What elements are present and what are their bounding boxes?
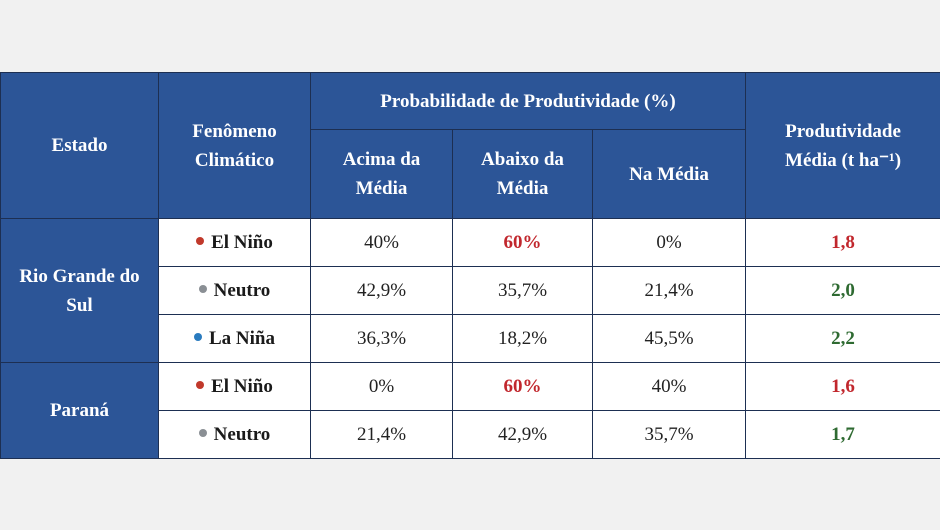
productivity-table: Estado Fenômeno Climático Probabilidade … — [0, 72, 940, 459]
acima-cell: 42,9% — [310, 266, 453, 315]
na-media-cell: 0% — [591, 218, 747, 267]
phenomenon-cell: Neutro — [158, 266, 311, 315]
header-abaixo: Abaixo da Média — [452, 129, 593, 219]
la-nina-dot-icon — [194, 333, 202, 342]
na-media-cell: 40% — [591, 362, 747, 411]
table-row: Rio Grande do Sul El Niño 40% 60% 0% 1,8 — [0, 218, 940, 363]
produtividade-cell: 1,8 — [745, 218, 940, 267]
produtividade-cell: 2,0 — [745, 266, 940, 315]
acima-cell: 21,4% — [310, 410, 453, 459]
acima-cell: 36,3% — [310, 314, 453, 363]
abaixo-cell: 35,7% — [452, 266, 593, 315]
header-probabilidade: Probabilidade de Produtividade (%) — [309, 72, 747, 130]
phenomenon-cell: El Niño — [158, 362, 311, 411]
acima-cell: 40% — [310, 218, 453, 267]
na-media-cell: 21,4% — [591, 266, 747, 315]
header-estado: Estado — [0, 72, 159, 219]
el-nino-dot-icon — [196, 237, 205, 246]
na-media-cell: 45,5% — [591, 314, 747, 363]
abaixo-cell: 42,9% — [452, 410, 593, 459]
table-row: La Niña 36,3% 18,2% 45,5% 2,2 — [1, 314, 940, 363]
state-cell: Paraná — [0, 362, 159, 459]
phenomenon-cell: Neutro — [158, 410, 311, 459]
neutro-dot-icon — [198, 429, 207, 438]
na-media-cell: 35,7% — [591, 410, 747, 459]
header-fenomeno: Fenômeno Climático — [158, 72, 311, 219]
el-nino-dot-icon — [196, 381, 205, 390]
phenomenon-cell: La Niña — [158, 314, 311, 363]
abaixo-cell: 60% — [452, 362, 593, 411]
header-acima: Acima da Média — [310, 129, 453, 219]
header-produtividade: Produtividade Média (t ha⁻¹) — [745, 72, 940, 219]
produtividade-cell: 1,7 — [745, 410, 940, 459]
table-row: Neutro 21,4% 42,9% 35,7% 1,7 — [1, 410, 940, 459]
table-row: Neutro 42,9% 35,7% 21,4% 2,0 — [1, 266, 940, 315]
header-na-media: Na Média — [591, 129, 747, 219]
abaixo-cell: 18,2% — [452, 314, 593, 363]
neutro-dot-icon — [198, 285, 207, 294]
acima-cell: 0% — [310, 362, 453, 411]
table-row: Paraná El Niño 0% 60% 40% 1,6 — [0, 362, 940, 459]
abaixo-cell: 60% — [452, 218, 593, 267]
state-cell: Rio Grande do Sul — [0, 218, 159, 363]
phenomenon-cell: El Niño — [158, 218, 311, 267]
produtividade-cell: 1,6 — [745, 362, 940, 411]
produtividade-cell: 2,2 — [745, 314, 940, 363]
